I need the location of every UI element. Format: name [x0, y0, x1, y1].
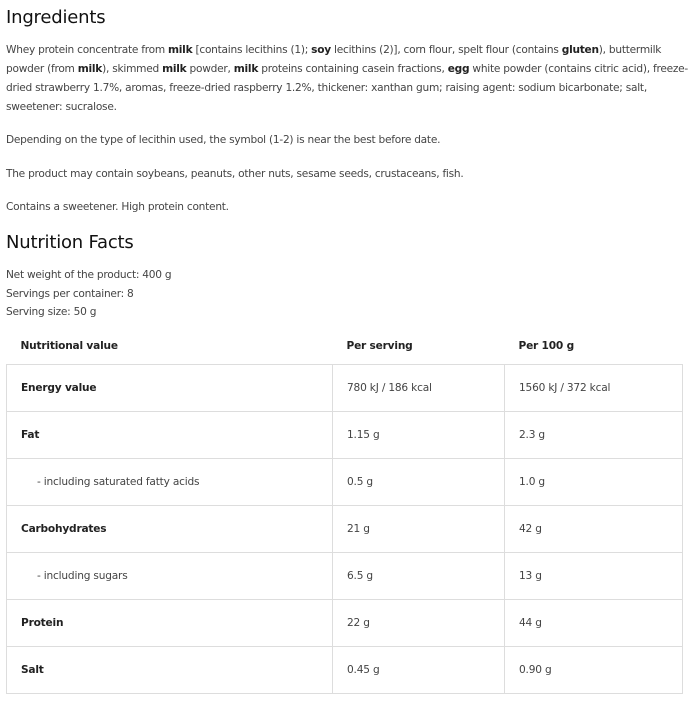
per-serving-value: 1.15 g [332, 411, 505, 459]
text: white powder (contains citric acid), fre… [6, 63, 689, 113]
text: [contains lecithins (1); [192, 44, 312, 56]
table-row: Fat 1.15 g 2.3 g [6, 411, 683, 459]
allergen-note: The product may contain soybeans, peanut… [6, 168, 464, 180]
per-100g-value: 2.3 g [504, 411, 683, 459]
allergen: milk [233, 63, 259, 75]
per-100g-value: 1.0 g [504, 458, 683, 506]
table-row: Energy value 780 kJ / 186 kcal 1560 kJ / 3… [6, 364, 683, 412]
allergen: egg [447, 63, 470, 75]
header-nutritional-value: Nutritional value [20, 340, 119, 352]
allergen: milk [162, 63, 187, 75]
nutrient-name: - including saturated fatty acids [6, 458, 333, 506]
per-100g-value: 42 g [504, 505, 683, 553]
text: ), buttermilk powder (from [6, 44, 662, 75]
allergen: milk [77, 63, 103, 75]
text: Whey protein concentrate from [6, 44, 169, 56]
per-100g-value: 13 g [504, 552, 683, 600]
text: powder, [186, 63, 234, 75]
table-row: Salt 0.45 g 0.90 g [6, 646, 683, 694]
nutrient-name: - including sugars [6, 552, 333, 600]
lecithin-note: Depending on the type of lecithin used, … [6, 134, 441, 146]
nutrient-name: Protein [6, 599, 333, 647]
nutrient-name: Salt [6, 646, 333, 694]
table-header: Nutritional value Per serving Per 100 g [7, 328, 683, 365]
servings: Servings per container: 8 [6, 288, 134, 300]
ingredients-text: Whey protein concentrate from milk [cont… [6, 41, 688, 117]
allergen: gluten [561, 44, 599, 56]
header-per-100g: Per 100 g [518, 340, 575, 352]
nutrition-heading: Nutrition Facts [6, 232, 134, 253]
text: lecithins (2)], corn flour, spelt flour … [330, 44, 562, 56]
nutrition-table: Nutritional value Per serving Per 100 g … [6, 328, 683, 694]
table-row: - including sugars 6.5 g 13 g [6, 552, 683, 600]
per-serving-value: 6.5 g [332, 552, 505, 600]
table-row: Carbohydrates 21 g 42 g [6, 505, 683, 553]
per-serving-value: 0.45 g [332, 646, 505, 694]
text: ), skimmed [102, 63, 163, 75]
text: proteins containing casein fractions, [258, 63, 448, 75]
header-per-serving: Per serving [346, 340, 413, 352]
nutrient-name: Carbohydrates [6, 505, 333, 553]
per-serving-value: 21 g [332, 505, 505, 553]
table-row: - including saturated fatty acids 0.5 g 1.… [6, 458, 683, 506]
allergen: milk [168, 44, 193, 56]
per-serving-value: 0.5 g [332, 458, 505, 506]
per-serving-value: 22 g [332, 599, 505, 647]
nutrient-name: Energy value [6, 364, 333, 412]
nutrient-name: Fat [6, 411, 333, 459]
serving-size: Serving size: 50 g [6, 306, 97, 318]
sweetener-note: Contains a sweetener. High protein conte… [6, 201, 229, 213]
net-weight: Net weight of the product: 400 g [6, 269, 172, 281]
per-100g-value: 1560 kJ / 372 kcal [504, 364, 683, 412]
allergen: soy [311, 44, 331, 56]
per-serving-value: 780 kJ / 186 kcal [332, 364, 505, 412]
table-row: Protein 22 g 44 g [6, 599, 683, 647]
per-100g-value: 44 g [504, 599, 683, 647]
per-100g-value: 0.90 g [504, 646, 683, 694]
ingredients-heading: Ingredients [6, 7, 106, 28]
